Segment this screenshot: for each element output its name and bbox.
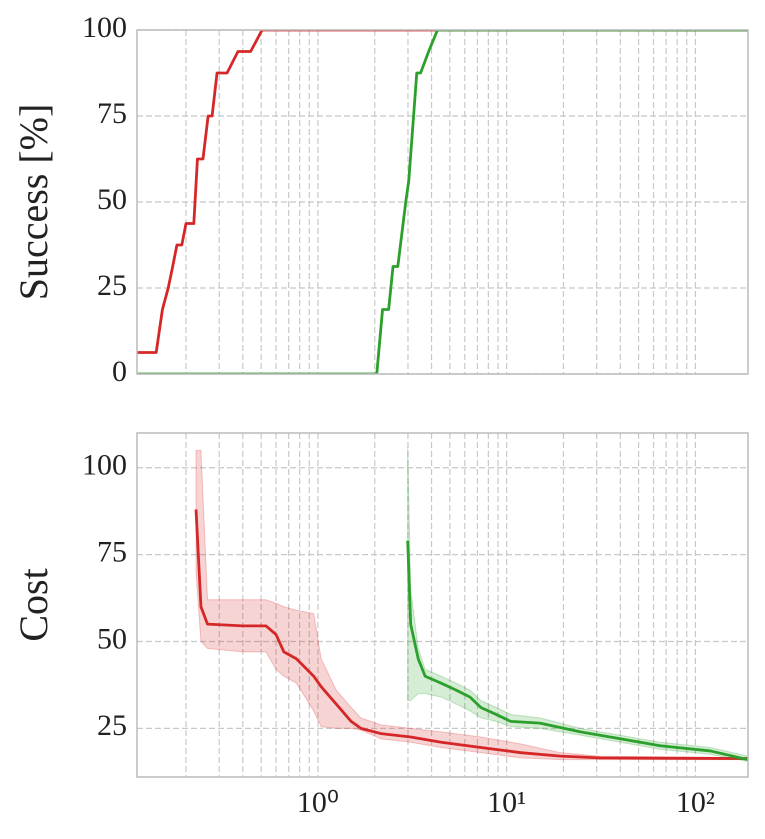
subplot: 25 50 75 100 10⁰ 10¹ 10² Cost [11, 432, 749, 819]
y-tick-label: 100 [82, 449, 127, 482]
plot-area [137, 30, 748, 374]
y-tick-label: 0 [112, 355, 127, 388]
x-tick-label: 10² [676, 786, 715, 819]
line [406, 540, 748, 761]
y-tick-label: 75 [97, 97, 127, 130]
line [194, 509, 748, 760]
line [137, 30, 748, 354]
y-tick-label: 25 [97, 709, 127, 742]
y-axis-label: Success [%] [11, 104, 56, 301]
subplot: 0 25 50 75 100 Success [%] [11, 11, 749, 388]
y-tick-label: 100 [82, 11, 127, 44]
x-tick-label: 10¹ [487, 786, 526, 819]
y-tick-label: 25 [97, 269, 127, 302]
plot-area [194, 446, 748, 762]
y-tick-label: 50 [97, 622, 127, 655]
confidence-band [195, 449, 748, 761]
line [137, 30, 748, 374]
y-tick-label: 75 [97, 536, 127, 569]
y-tick-label: 50 [97, 183, 127, 216]
axes-frame [136, 432, 749, 778]
confidence-band [407, 446, 748, 762]
y-axis-label: Cost [11, 568, 56, 641]
axes-frame [136, 29, 749, 375]
x-tick-label: 10⁰ [297, 786, 339, 819]
